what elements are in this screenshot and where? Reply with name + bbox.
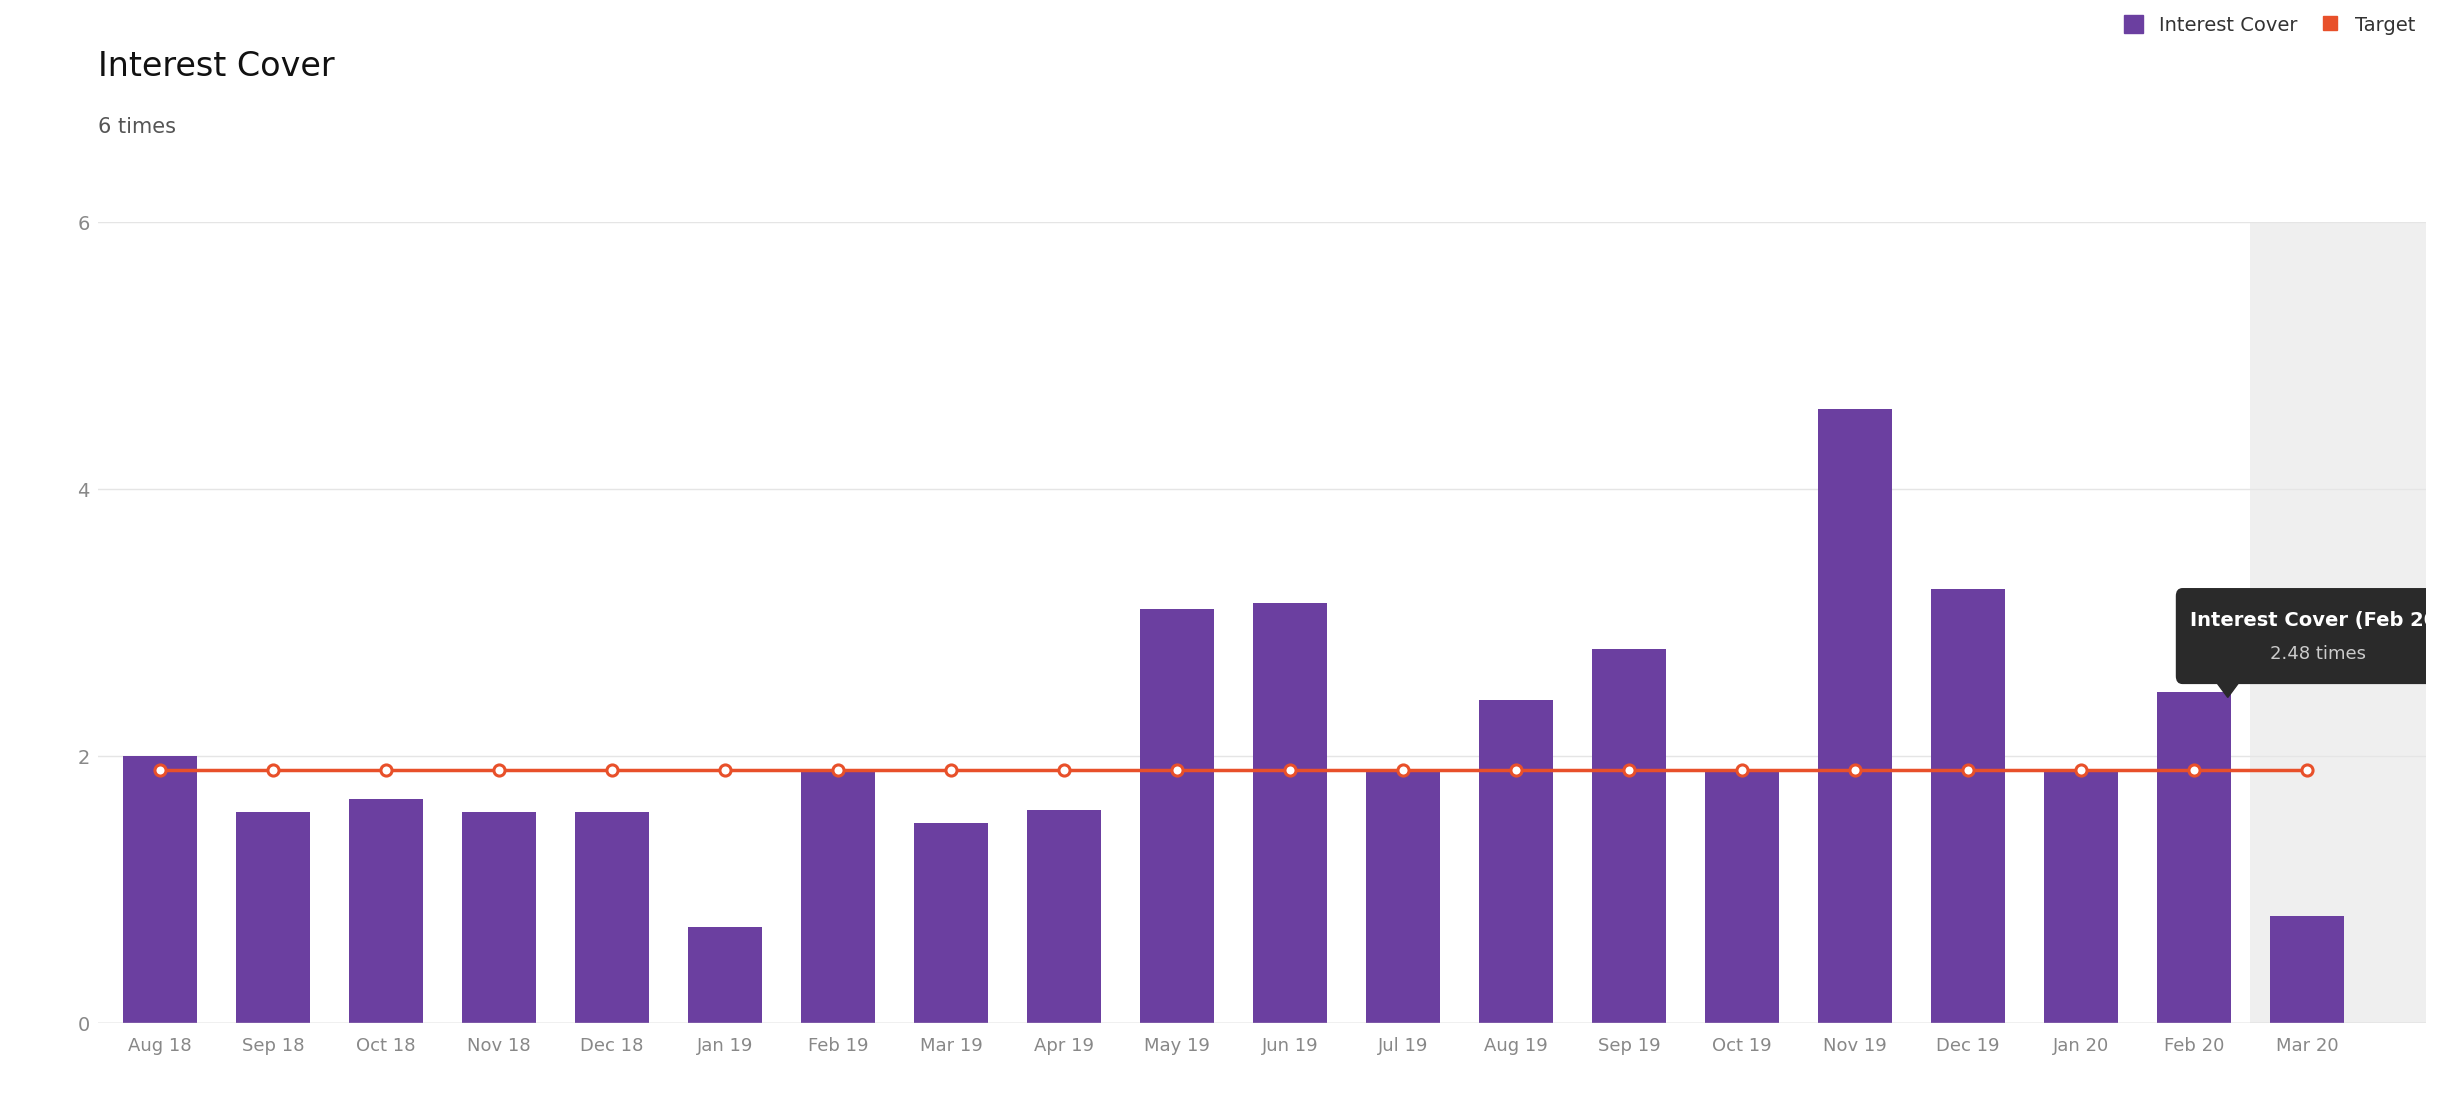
- Bar: [350, 798, 424, 1023]
- Bar: [1592, 649, 1666, 1023]
- Bar: [1705, 770, 1779, 1023]
- Bar: [1367, 770, 1441, 1023]
- FancyBboxPatch shape: [2176, 588, 2450, 684]
- Bar: [2043, 770, 2117, 1023]
- Bar: [235, 812, 309, 1023]
- Text: 6 times: 6 times: [98, 117, 176, 137]
- Bar: [1027, 810, 1100, 1023]
- Bar: [576, 812, 649, 1023]
- Bar: [122, 756, 196, 1023]
- Text: 2.48 times: 2.48 times: [2271, 645, 2367, 663]
- Bar: [914, 823, 987, 1023]
- Bar: [1139, 609, 1213, 1023]
- Bar: [2156, 692, 2230, 1023]
- Bar: [1254, 603, 1328, 1023]
- Bar: [1480, 701, 1553, 1023]
- Bar: [2252, 222, 2426, 1023]
- Bar: [1931, 589, 2004, 1023]
- Bar: [801, 770, 875, 1023]
- Text: Interest Cover: Interest Cover: [98, 50, 336, 83]
- Legend: Interest Cover, Target: Interest Cover, Target: [2124, 16, 2416, 34]
- Bar: [2271, 916, 2345, 1023]
- Polygon shape: [2212, 676, 2244, 697]
- Bar: [688, 927, 762, 1023]
- Bar: [463, 812, 537, 1023]
- Text: Interest Cover (Feb 20): Interest Cover (Feb 20): [2190, 610, 2445, 629]
- Bar: [1818, 409, 1891, 1023]
